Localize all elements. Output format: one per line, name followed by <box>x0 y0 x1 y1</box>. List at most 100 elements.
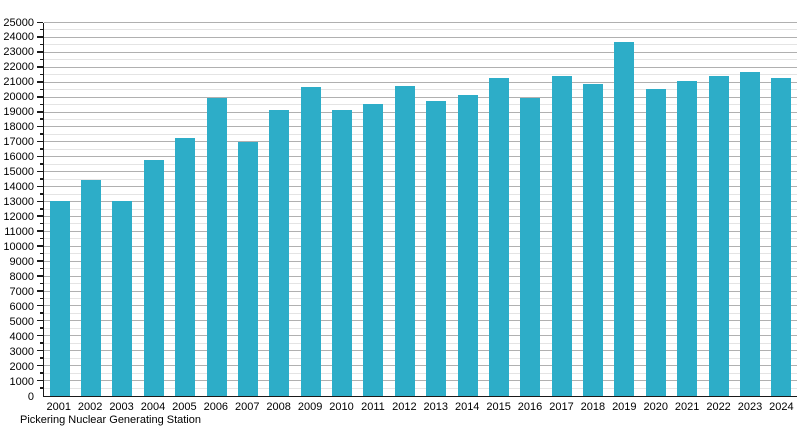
y-axis-label: 3000 <box>9 345 34 358</box>
gridline-major <box>44 380 797 382</box>
bar-2010 <box>332 109 353 396</box>
y-tick <box>39 222 43 225</box>
gridline-minor <box>44 387 797 389</box>
y-tick <box>39 88 43 91</box>
bar-slot <box>515 23 546 396</box>
bar-2004 <box>143 160 164 396</box>
x-axis-label: 2010 <box>329 401 354 413</box>
bar-2018 <box>583 84 604 396</box>
y-tick <box>39 387 43 389</box>
y-axis-label: 18000 <box>3 121 34 134</box>
gridline-minor <box>44 148 797 150</box>
bar-2002 <box>81 180 102 396</box>
gridline-major <box>44 350 797 352</box>
x-axis-label: 2021 <box>674 401 700 413</box>
gridline-minor <box>44 163 797 165</box>
bar-slot <box>640 23 671 396</box>
gridline-major <box>44 215 797 217</box>
y-tick <box>36 200 43 203</box>
x-axis-label: 2018 <box>580 401 606 413</box>
bar-2021 <box>677 81 698 396</box>
y-tick <box>36 304 43 307</box>
gridline-minor <box>44 223 797 225</box>
y-tick <box>39 372 43 374</box>
y-tick <box>36 334 43 337</box>
x-axis-label: 2003 <box>109 401 134 413</box>
y-axis-label: 16000 <box>3 151 34 164</box>
gridline-major <box>44 81 797 83</box>
bar-2016 <box>520 97 541 396</box>
y-tick <box>39 118 43 120</box>
x-axis-label: 2006 <box>203 401 229 413</box>
bar-2006 <box>206 98 227 396</box>
y-tick <box>39 148 43 150</box>
y-tick <box>39 193 43 195</box>
gridline-major <box>44 22 797 23</box>
y-tick <box>36 96 43 98</box>
bar-2011 <box>363 103 384 396</box>
gridline-major <box>44 51 797 53</box>
bar-slot <box>483 23 514 396</box>
y-axis-label: 5000 <box>9 315 34 328</box>
y-tick <box>36 275 43 277</box>
bar-series <box>44 23 797 396</box>
x-axis-labels: 2001 2002 2003 2004 2005 2006 2007 2008 2009 2010… <box>43 401 797 413</box>
y-tick <box>39 282 43 285</box>
x-axis-label: 2020 <box>643 401 668 413</box>
x-axis-label: 2017 <box>549 401 574 413</box>
y-tick <box>36 36 43 38</box>
y-tick <box>39 58 43 61</box>
bar-2015 <box>488 78 509 396</box>
y-axis-label: 15000 <box>3 166 34 179</box>
y-tick <box>36 51 43 53</box>
y-axis-label: 22000 <box>3 61 34 74</box>
y-tick <box>36 290 43 292</box>
gridline-minor <box>44 89 797 91</box>
y-axis-label: 8000 <box>9 270 34 283</box>
y-tick <box>36 215 43 217</box>
gridline-major <box>44 275 797 277</box>
gridline-minor <box>44 208 797 210</box>
bar-2017 <box>551 75 572 396</box>
x-axis-label: 2009 <box>297 401 323 413</box>
gridline-major <box>44 320 797 322</box>
y-tick <box>36 125 43 128</box>
gridline-minor <box>44 133 797 135</box>
bar-slot <box>766 23 797 396</box>
gridline-minor <box>44 327 797 329</box>
y-axis-label: 23000 <box>3 46 34 59</box>
bar-2005 <box>175 137 196 396</box>
y-tick <box>39 133 43 135</box>
x-axis-label: 2002 <box>77 401 103 413</box>
gridline-minor <box>44 193 797 195</box>
y-tick <box>36 349 43 352</box>
gridline-major <box>44 156 797 158</box>
x-axis-label: 2008 <box>266 401 291 413</box>
y-axis-label: 0 <box>27 390 34 403</box>
y-tick <box>39 43 43 46</box>
plot-area <box>36 21 797 397</box>
x-axis-label: 2007 <box>235 401 260 413</box>
y-axis-label: 11000 <box>4 225 34 238</box>
bar-slot <box>107 23 138 396</box>
bar-2007 <box>237 142 258 396</box>
gridline-major <box>44 66 797 68</box>
bar-slot <box>609 23 640 396</box>
x-axis-label: 2014 <box>454 401 480 413</box>
y-tick <box>36 185 43 188</box>
bar-slot <box>546 23 577 396</box>
y-axis-label: 6000 <box>9 300 34 313</box>
bar-2008 <box>269 109 290 396</box>
bar-2001 <box>49 200 70 396</box>
bar-2003 <box>112 200 133 396</box>
gridline-major <box>44 111 797 113</box>
bar-slot <box>734 23 765 396</box>
y-tick <box>36 21 43 23</box>
x-axis-label: 2012 <box>392 401 417 413</box>
y-tick <box>39 297 43 300</box>
gridline-minor <box>44 312 797 314</box>
bar-slot <box>703 23 734 396</box>
y-tick <box>36 170 43 173</box>
gridline-major <box>44 36 797 38</box>
gridline-minor <box>44 238 797 240</box>
